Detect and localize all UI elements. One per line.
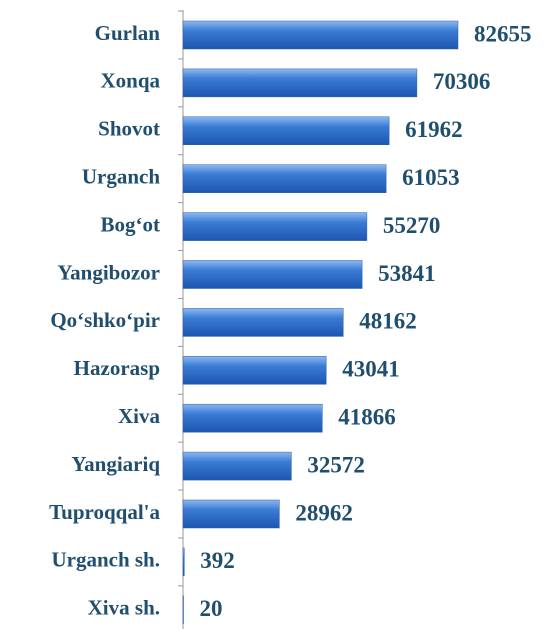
bar [182,499,280,529]
bar [182,547,185,577]
category-label: Gurlan [95,21,161,45]
bar [182,164,387,193]
value-label: 55270 [383,213,441,238]
bar [182,20,459,50]
value-label: 41866 [338,404,396,429]
value-label: 43041 [342,357,400,382]
bar [182,595,184,625]
bar [182,68,418,98]
bar [182,403,323,433]
value-label: 61962 [405,117,463,142]
value-label: 53841 [378,261,436,286]
category-label: Bog‘ot [101,212,161,236]
value-label: 28962 [295,500,353,525]
category-label: Urganch sh. [51,548,160,572]
value-label: 20 [200,596,223,621]
value-label: 32572 [307,452,365,477]
bar [182,116,390,146]
category-label: Xiva sh. [88,596,160,620]
value-label: 392 [200,548,235,573]
category-label: Qo‘shko‘pir [50,308,160,332]
bar [182,260,363,289]
bar [182,212,368,241]
category-label: Xonqa [100,69,160,93]
bar [182,356,327,385]
bar [182,308,344,337]
category-label: Hazorasp [74,356,160,380]
value-label: 82655 [474,21,532,46]
category-label: Xiva [118,404,161,428]
category-label: Urganch [82,165,160,189]
value-label: 61053 [402,165,460,190]
category-label: Yangibozor [57,260,160,284]
value-label: 48162 [359,309,417,334]
bar [182,451,292,481]
category-label: Yangiariq [71,452,160,476]
value-label: 70306 [433,69,491,94]
category-label: Tuproqqal'a [49,500,160,524]
category-label: Shovot [98,117,160,141]
